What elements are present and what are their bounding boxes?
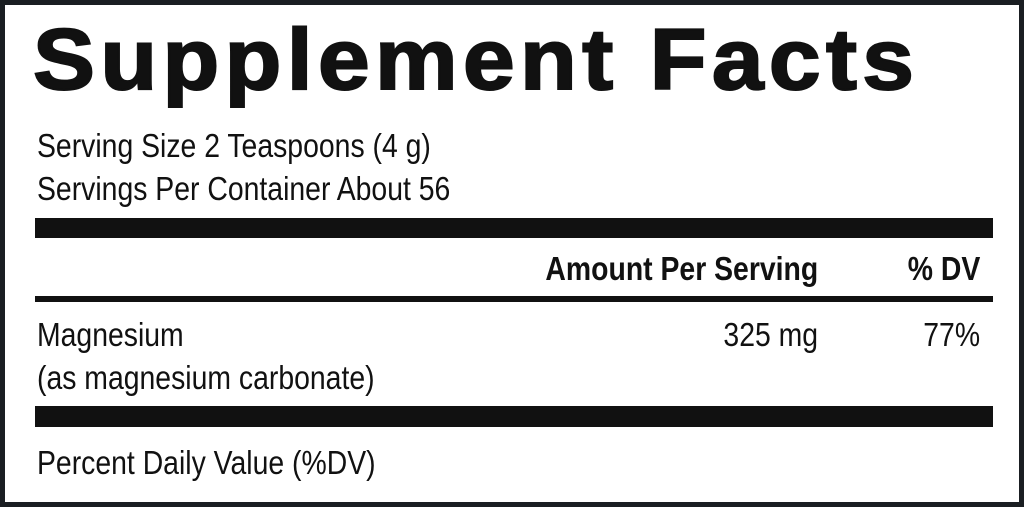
- thick-divider: [35, 218, 993, 238]
- nutrient-name: Magnesium: [37, 316, 184, 353]
- dv-header: % DV: [907, 250, 980, 287]
- serving-size: Serving Size 2 Teaspoons (4 g): [37, 127, 431, 164]
- footnote: Percent Daily Value (%DV): [37, 444, 376, 481]
- nutrient-detail: (as magnesium carbonate): [37, 359, 375, 396]
- thick-divider-bottom: [35, 406, 993, 427]
- servings-per-container: Servings Per Container About 56: [37, 170, 451, 207]
- nutrient-dv: 77%: [923, 316, 980, 353]
- nutrient-amount: 325 mg: [723, 316, 818, 353]
- panel-title: Supplement Facts: [32, 11, 920, 109]
- thin-divider: [35, 296, 993, 302]
- amount-per-serving-header: Amount Per Serving: [545, 250, 818, 287]
